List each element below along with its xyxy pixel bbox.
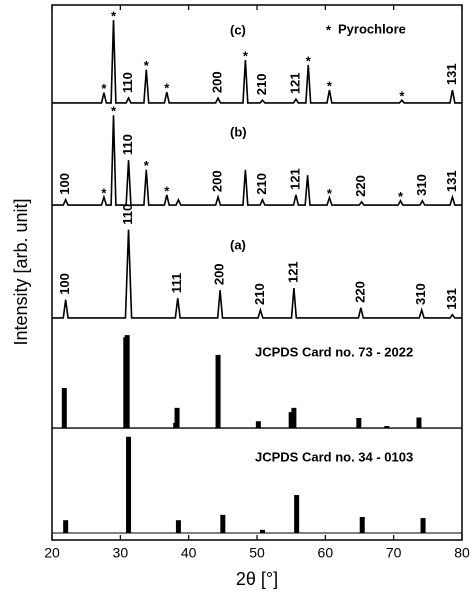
legend-label: Pyrochlore [338, 21, 406, 36]
x-tick-label: 80 [454, 545, 470, 561]
peak-label: 210 [252, 283, 267, 305]
reference-peak [215, 354, 221, 429]
x-tick-label: 30 [113, 545, 129, 561]
peak-label: 220 [353, 175, 368, 197]
peak-label: 210 [254, 74, 269, 96]
peak-label: 110 [120, 72, 135, 93]
pyrochlore-marker: * [111, 104, 117, 119]
peak-label: 131 [444, 63, 459, 85]
x-tick-label: 40 [181, 545, 197, 561]
x-tick-label: 50 [249, 545, 265, 561]
pyrochlore-marker: * [327, 186, 333, 201]
peak-label: 111 [169, 273, 184, 293]
x-tick-label: 20 [44, 545, 60, 561]
peak-label: 100 [57, 273, 72, 295]
reference-peak [384, 426, 390, 429]
pyrochlore-marker: * [111, 8, 117, 23]
peak-label: 131 [444, 170, 459, 192]
peak-label: 100 [57, 173, 72, 195]
reference-peak [356, 418, 362, 429]
reference-peak [359, 516, 365, 534]
reference-peak [259, 529, 265, 534]
xrd-pattern [52, 19, 462, 104]
reference-peak [174, 407, 180, 429]
pyrochlore-marker: * [306, 53, 312, 68]
panel-label: (c) [230, 22, 246, 37]
panel-label: (b) [230, 125, 247, 140]
pyrochlore-marker: * [164, 81, 170, 96]
y-axis-label: Intensity [arb. unit] [11, 198, 31, 345]
card-label: JCPDS Card no. 73 - 2022 [255, 345, 413, 360]
pyrochlore-marker: * [101, 81, 107, 96]
peak-label: 110 [120, 134, 135, 155]
peak-label: 121 [287, 72, 302, 94]
peak-label: 131 [444, 288, 459, 310]
pyrochlore-marker: * [398, 189, 404, 204]
pyrochlore-marker: * [243, 49, 249, 64]
xrd-pattern [52, 229, 462, 319]
x-axis-label: 2θ [°] [236, 569, 278, 589]
peak-label: 210 [254, 173, 269, 195]
pyrochlore-marker: * [399, 89, 405, 104]
card-label: JCPDS Card no. 34 - 0103 [255, 449, 413, 464]
peak-label: 310 [413, 283, 428, 305]
pyrochlore-marker: * [101, 186, 107, 201]
pyrochlore-marker: * [144, 58, 150, 73]
peak-label: 310 [414, 174, 429, 196]
reference-peak [124, 335, 130, 429]
reference-peak [220, 514, 226, 534]
xrd-pattern [52, 115, 462, 206]
reference-peak [420, 518, 426, 534]
reference-peak [291, 407, 297, 429]
pyrochlore-marker: * [327, 79, 333, 94]
x-tick-label: 70 [386, 545, 402, 561]
reference-peak [126, 436, 132, 534]
reference-peak [175, 520, 181, 534]
peak-label: 220 [352, 281, 367, 303]
peak-label: 121 [285, 261, 300, 283]
reference-peak [255, 421, 261, 429]
panel-label: (a) [230, 237, 246, 252]
reference-peak [288, 412, 294, 429]
legend-symbol: * [326, 22, 332, 37]
peak-label: 200 [209, 71, 224, 93]
reference-peak [63, 520, 69, 534]
reference-peak [416, 417, 422, 429]
x-tick-label: 60 [318, 545, 334, 561]
peak-label: 110 [120, 204, 135, 225]
reference-peak [294, 495, 300, 534]
peak-label: 200 [209, 170, 224, 192]
reference-peak [61, 388, 67, 429]
pyrochlore-marker: * [144, 158, 150, 173]
pyrochlore-marker: * [164, 183, 170, 198]
peak-label: 200 [212, 263, 227, 285]
peak-label: 121 [287, 168, 302, 190]
